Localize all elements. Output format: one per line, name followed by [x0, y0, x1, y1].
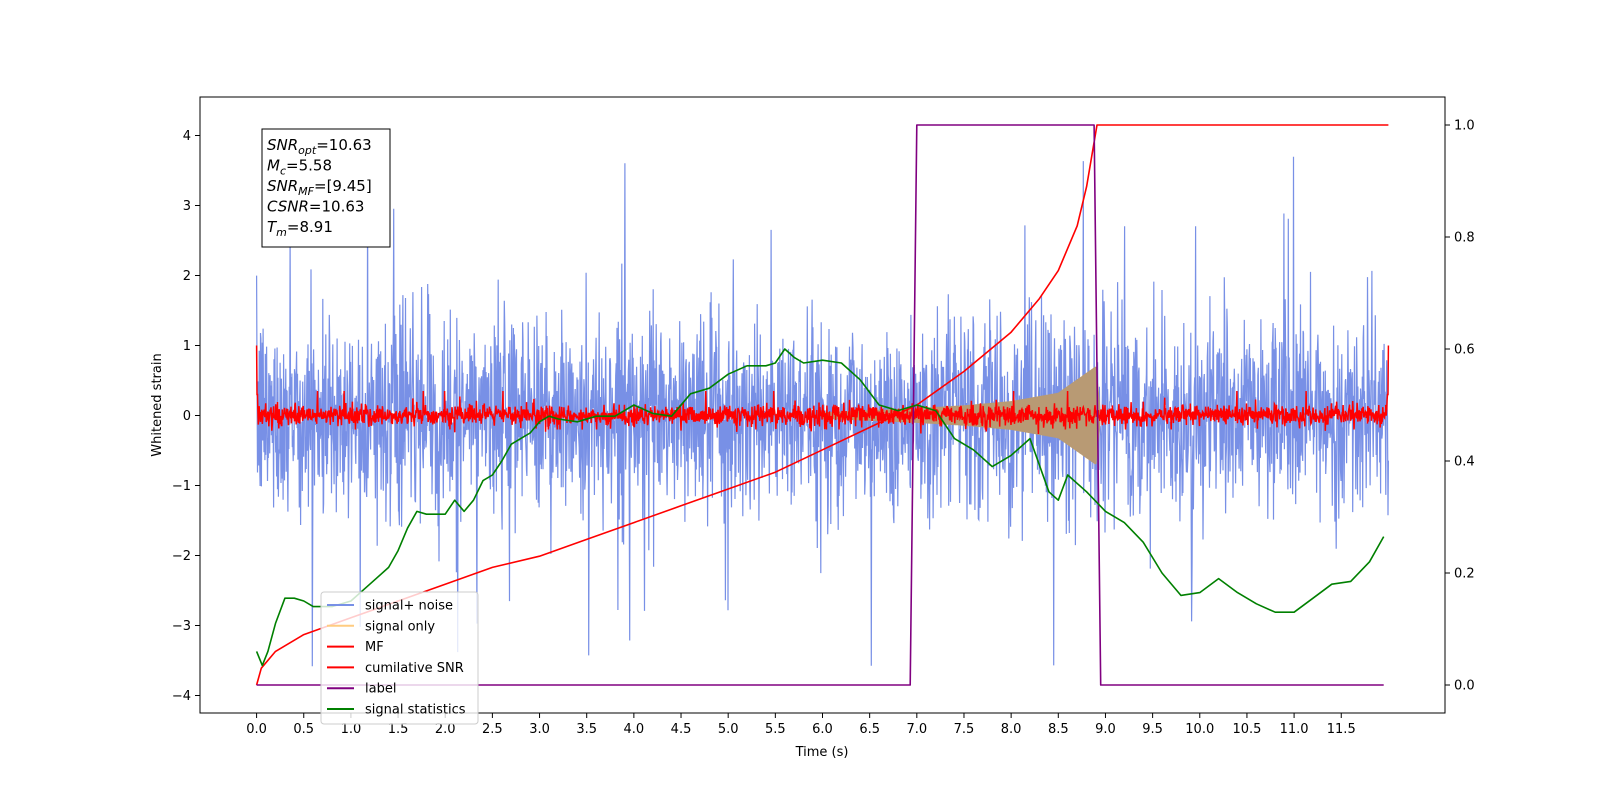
x-tick-label: 9.0 [1095, 722, 1116, 737]
y-tick-label: −3 [172, 619, 191, 634]
y-axis-left: −4 −3 −2 −1 0 1 2 3 4 [172, 129, 200, 704]
x-tick-label: 7.5 [954, 722, 975, 737]
annotation-line: Mc=5.58 [267, 157, 332, 178]
x-tick-label: 0.0 [246, 722, 267, 737]
x-tick-label: 11.0 [1280, 722, 1309, 737]
x-tick-label: 8.5 [1048, 722, 1069, 737]
series-mf-line [255, 345, 1390, 435]
y2-tick-label: 0.6 [1454, 343, 1475, 358]
x-tick-label: 4.0 [624, 722, 645, 737]
y2-tick-label: 1.0 [1454, 119, 1475, 134]
legend-label-label: label [365, 682, 396, 697]
stats-annotation-box: SNRopt=10.63Mc=5.58SNRMF=[9.45]CSNR=10.6… [261, 128, 391, 248]
x-tick-label: 5.5 [765, 722, 786, 737]
series-signal-statistics-line [255, 348, 1385, 667]
annotation-frame [261, 128, 391, 248]
x-tick-label: 11.5 [1327, 722, 1356, 737]
x-tick-label: 10.0 [1185, 722, 1214, 737]
annotation-line: SNRopt=10.63 [267, 136, 372, 157]
annotation-line: Tm=8.91 [267, 218, 333, 239]
legend-label-signal-statistics: signal statistics [365, 703, 466, 718]
y2-tick-label: 0.8 [1454, 231, 1475, 246]
x-tick-label: 6.5 [859, 722, 880, 737]
legend-label-cumilative-snr: cumilative SNR [365, 661, 464, 676]
x-tick-label: 1.5 [388, 722, 409, 737]
y-tick-label: −4 [172, 689, 191, 704]
y-tick-label: 1 [183, 339, 191, 354]
x-tick-label: 3.5 [576, 722, 597, 737]
y-tick-label: 3 [183, 199, 191, 214]
x-tick-label: 10.5 [1232, 722, 1261, 737]
annotation-line: SNRMF=[9.45] [267, 177, 372, 198]
y-tick-label: −1 [172, 479, 191, 494]
x-tick-label: 4.5 [671, 722, 692, 737]
x-tick-label: 6.0 [812, 722, 833, 737]
y-tick-label: −2 [172, 549, 191, 564]
x-tick-label: 0.5 [293, 722, 314, 737]
annotation-line: CSNR=10.63 [267, 198, 364, 216]
legend-label-signal-noise: signal+ noise [365, 599, 453, 614]
x-tick-label: 5.0 [718, 722, 739, 737]
legend: signal+ noise signal only MF cumilative SNR… [320, 591, 479, 725]
y2-tick-label: 0.0 [1454, 679, 1475, 694]
x-tick-label: 2.0 [435, 722, 456, 737]
x-tick-label: 1.0 [341, 722, 362, 737]
x-axis-label: Time (s) [795, 745, 849, 760]
legend-frame [320, 591, 479, 725]
x-tick-label: 8.0 [1001, 722, 1022, 737]
x-axis: 0.0 0.5 1.0 1.5 2.0 2.5 3.0 3.5 4.0 4.5 5.0 5.5 6.0 6… [246, 713, 1356, 737]
legend-label-mf: MF [365, 640, 384, 655]
y2-tick-label: 0.4 [1454, 455, 1475, 470]
y-axis-right: 0.0 0.2 0.4 0.6 0.8 1.0 [1445, 119, 1475, 694]
y-axis-label: Whitened strain [150, 353, 165, 456]
legend-label-signal-only: signal only [365, 619, 435, 634]
y2-tick-label: 0.2 [1454, 567, 1475, 582]
x-tick-label: 7.0 [906, 722, 927, 737]
y-tick-label: 2 [183, 269, 191, 284]
x-tick-label: 9.5 [1142, 722, 1163, 737]
y-tick-label: 4 [183, 129, 191, 144]
series-label-line [256, 124, 1384, 686]
y-tick-label: 0 [183, 409, 191, 424]
x-tick-label: 3.0 [529, 722, 550, 737]
x-tick-label: 2.5 [482, 722, 503, 737]
